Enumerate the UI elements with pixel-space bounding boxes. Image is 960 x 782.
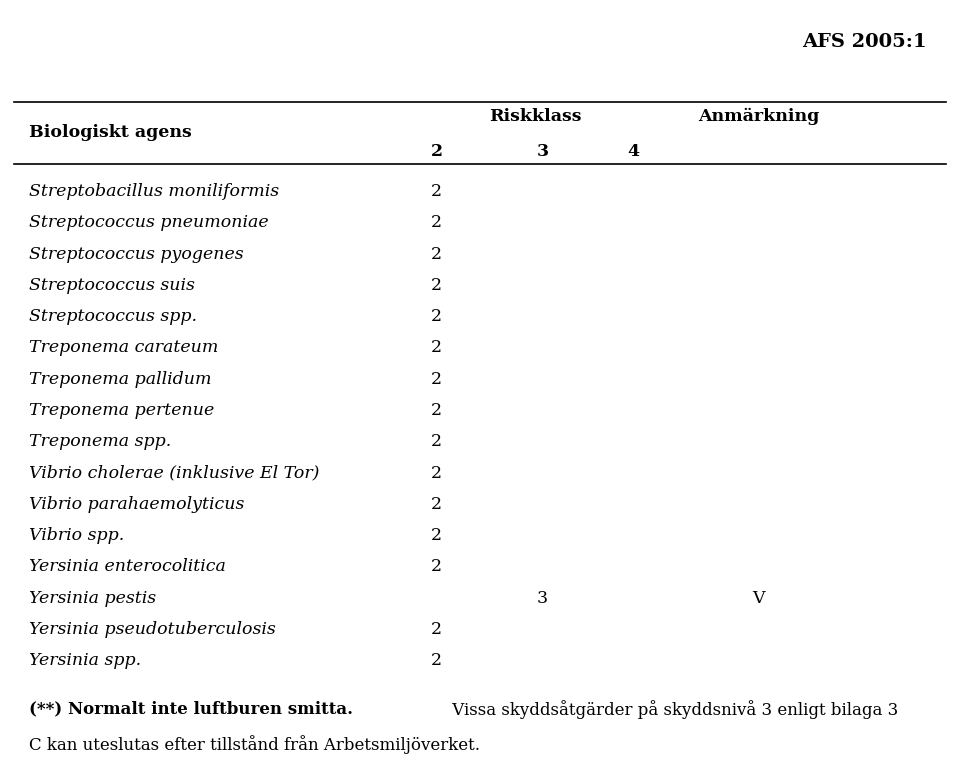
- Text: 2: 2: [431, 621, 443, 638]
- Text: Biologiskt agens: Biologiskt agens: [29, 124, 192, 142]
- Text: 2: 2: [431, 277, 443, 294]
- Text: Streptococcus suis: Streptococcus suis: [29, 277, 195, 294]
- Text: Yersinia enterocolitica: Yersinia enterocolitica: [29, 558, 226, 576]
- Text: Yersinia pestis: Yersinia pestis: [29, 590, 156, 607]
- Text: C kan uteslutas efter tillstånd från Arbetsmiljöverket.: C kan uteslutas efter tillstånd från Arb…: [29, 735, 480, 754]
- Text: Treponema pertenue: Treponema pertenue: [29, 402, 214, 419]
- Text: 2: 2: [431, 183, 443, 200]
- Text: 4: 4: [628, 143, 639, 160]
- Text: 2: 2: [431, 246, 443, 263]
- Text: Streptobacillus moniliformis: Streptobacillus moniliformis: [29, 183, 279, 200]
- Text: Streptococcus pneumoniae: Streptococcus pneumoniae: [29, 214, 269, 231]
- Text: Riskklass: Riskklass: [489, 108, 582, 125]
- Text: 2: 2: [431, 371, 443, 388]
- Text: Vibrio cholerae (inklusive El Tor): Vibrio cholerae (inklusive El Tor): [29, 465, 319, 482]
- Text: 2: 2: [431, 214, 443, 231]
- Text: Vibrio parahaemolyticus: Vibrio parahaemolyticus: [29, 496, 244, 513]
- Text: 2: 2: [431, 143, 443, 160]
- Text: 2: 2: [431, 496, 443, 513]
- Text: 2: 2: [431, 652, 443, 669]
- Text: Yersinia pseudotuberculosis: Yersinia pseudotuberculosis: [29, 621, 276, 638]
- Text: Treponema pallidum: Treponema pallidum: [29, 371, 211, 388]
- Text: Treponema carateum: Treponema carateum: [29, 339, 218, 357]
- Text: 2: 2: [431, 402, 443, 419]
- Text: 2: 2: [431, 558, 443, 576]
- Text: (**) Normalt inte luftburen smitta.: (**) Normalt inte luftburen smitta.: [29, 700, 353, 717]
- Text: 3: 3: [537, 590, 548, 607]
- Text: 2: 2: [431, 433, 443, 450]
- Text: 2: 2: [431, 465, 443, 482]
- Text: Vissa skyddsåtgärder på skyddsnivå 3 enligt bilaga 3: Vissa skyddsåtgärder på skyddsnivå 3 enl…: [446, 700, 899, 719]
- Text: Streptococcus pyogenes: Streptococcus pyogenes: [29, 246, 244, 263]
- Text: Streptococcus spp.: Streptococcus spp.: [29, 308, 197, 325]
- Text: 2: 2: [431, 339, 443, 357]
- Text: 3: 3: [537, 143, 548, 160]
- Text: 2: 2: [431, 527, 443, 544]
- Text: Yersinia spp.: Yersinia spp.: [29, 652, 141, 669]
- Text: Vibrio spp.: Vibrio spp.: [29, 527, 124, 544]
- Text: 2: 2: [431, 308, 443, 325]
- Text: Anmärkning: Anmärkning: [698, 108, 819, 125]
- Text: Treponema spp.: Treponema spp.: [29, 433, 171, 450]
- Text: V: V: [752, 590, 765, 607]
- Text: AFS 2005:1: AFS 2005:1: [802, 33, 926, 51]
